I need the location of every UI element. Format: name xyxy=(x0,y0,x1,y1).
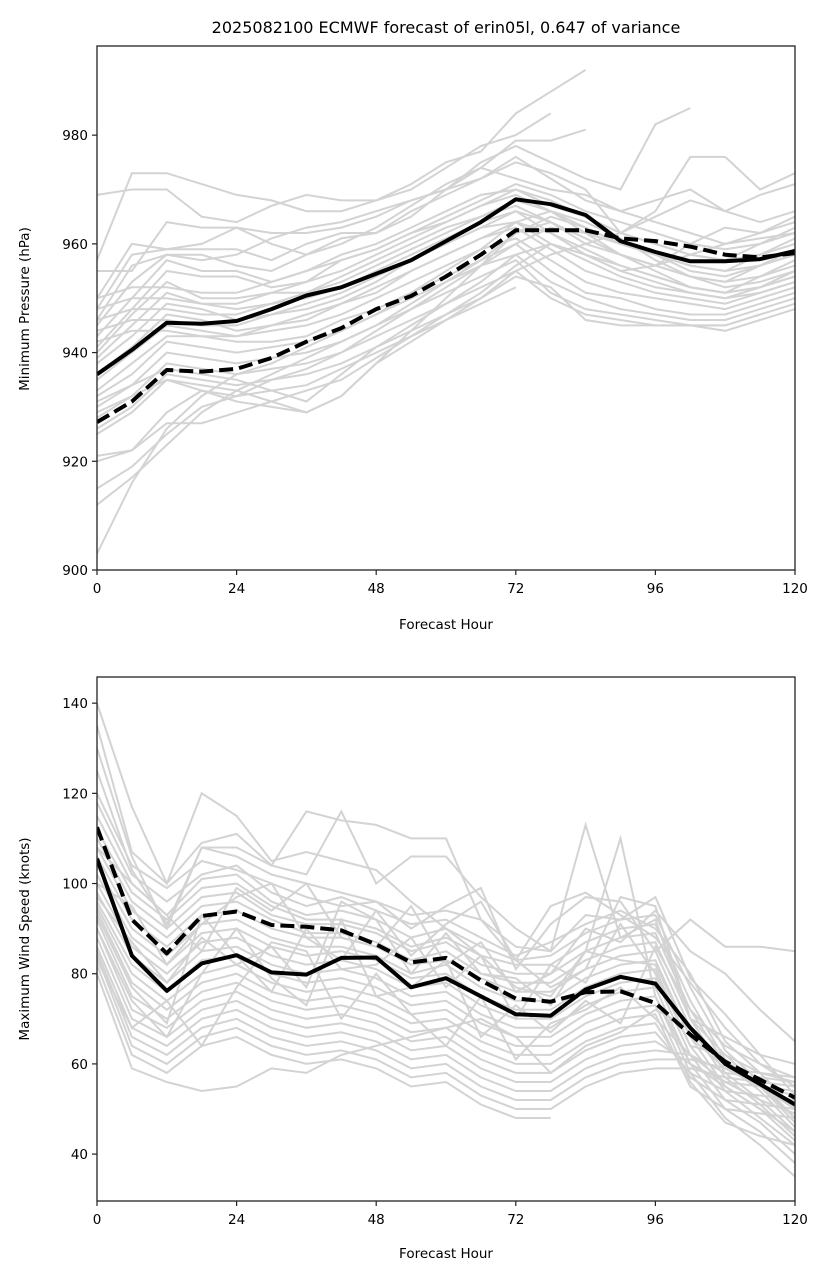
wind-x-tick-label: 72 xyxy=(507,1212,524,1228)
wind-ensemble-member-23 xyxy=(97,955,795,1110)
wind-ensemble-member-1 xyxy=(97,725,795,1088)
wind-y-tick-label: 60 xyxy=(71,1057,88,1073)
wind-y-tick-label: 100 xyxy=(62,877,88,893)
wind-y-axis-label: Maximum Wind Speed (knots) xyxy=(17,837,33,1040)
pressure-x-tick-label: 96 xyxy=(647,581,664,597)
pressure-ensemble-member-2 xyxy=(97,128,586,272)
pressure-x-axis-label: Forecast Hour xyxy=(399,617,493,633)
pressure-ensemble-member-6 xyxy=(97,166,795,327)
wind-y-tick-label: 140 xyxy=(62,696,88,712)
wind-y-ticks: 40 60 80 100 120 140 xyxy=(62,696,97,1163)
wind-ensemble-member-9 xyxy=(97,847,795,1133)
pressure-y-tick-label: 900 xyxy=(62,563,88,579)
wind-ensemble-member-31 xyxy=(97,941,795,1115)
pressure-x-tick-label: 0 xyxy=(93,581,102,597)
pressure-series-lines xyxy=(97,197,795,424)
wind-x-tick-label: 24 xyxy=(228,1212,245,1228)
pressure-dashed-line xyxy=(97,228,795,424)
pressure-ensemble-member-3 xyxy=(97,155,795,299)
pressure-x-ticks: 0 24 48 72 96 120 xyxy=(93,570,808,597)
pressure-axes xyxy=(96,45,796,571)
wind-x-tick-label: 96 xyxy=(647,1212,664,1228)
wind-dashed-line xyxy=(97,826,795,1100)
pressure-ensemble-member-20 xyxy=(97,199,795,457)
pressure-ensemble-member-18 xyxy=(97,275,761,430)
pressure-x-tick-label: 24 xyxy=(228,581,245,597)
pressure-x-tick-label: 48 xyxy=(368,581,385,597)
wind-x-ticks: 0 24 48 72 96 120 xyxy=(93,1201,808,1228)
wind-x-axis-label: Forecast Hour xyxy=(399,1246,493,1262)
wind-ensemble-member-17 xyxy=(97,910,795,1119)
pressure-ensemble-member-31 xyxy=(97,221,795,414)
wind-ensemble-member-7 xyxy=(97,828,795,1124)
wind-y-tick-label: 40 xyxy=(71,1147,88,1163)
wind-axes-frame xyxy=(96,676,796,1202)
pressure-ensemble-member-24 xyxy=(97,210,795,555)
wind-x-tick-label: 120 xyxy=(782,1212,808,1228)
wind-x-tick-label: 0 xyxy=(93,1212,102,1228)
pressure-ensemble-member-16 xyxy=(97,259,795,408)
figure-title: 2025082100 ECMWF forecast of erin05l, 0.… xyxy=(212,18,681,37)
pressure-ensemble-member-29 xyxy=(97,221,795,343)
wind-panel: 0 24 48 72 96 120 40 60 80 100 120 140 Forecast Ho… xyxy=(17,676,808,1262)
wind-axes xyxy=(96,676,796,1202)
wind-ensemble-member-4 xyxy=(97,792,795,1097)
wind-y-tick-label: 80 xyxy=(71,967,88,983)
pressure-panel: 0 24 48 72 96 120 900 920 940 960 980 Forecast Ho… xyxy=(17,45,808,633)
pressure-ensemble-member-4 xyxy=(97,107,691,310)
wind-ensemble-member-14 xyxy=(97,892,795,1164)
wind-ensemble-member-5 xyxy=(97,801,795,1110)
wind-ensemble-member-3 xyxy=(97,770,795,972)
wind-ensemble-member-6 xyxy=(97,815,795,1119)
pressure-axes-frame xyxy=(96,45,796,571)
pressure-y-ticks: 900 920 940 960 980 xyxy=(62,128,97,579)
pressure-y-axis-label: Minimum Pressure (hPa) xyxy=(17,227,33,391)
pressure-ensemble-member-23 xyxy=(97,215,795,506)
wind-series-lines xyxy=(97,826,795,1107)
pressure-y-tick-label: 960 xyxy=(62,237,88,253)
pressure-ensemble-member-30 xyxy=(97,242,795,403)
pressure-ensemble-member-26 xyxy=(97,188,795,311)
pressure-y-tick-label: 980 xyxy=(62,128,88,144)
pressure-y-tick-label: 940 xyxy=(62,346,88,362)
wind-x-tick-label: 48 xyxy=(368,1212,385,1228)
wind-y-tick-label: 120 xyxy=(62,786,88,802)
pressure-ensemble-member-1 xyxy=(97,112,552,261)
pressure-x-tick-label: 120 xyxy=(782,581,808,597)
pressure-ensemble-member-28 xyxy=(97,210,795,332)
wind-ensemble-member-21 xyxy=(97,946,795,1092)
pressure-solid-line xyxy=(97,197,795,376)
pressure-ensemble-member-0 xyxy=(97,69,587,224)
pressure-y-tick-label: 920 xyxy=(62,454,88,470)
wind-ensemble-member-24 xyxy=(97,964,551,1119)
pressure-ensemble-member-13 xyxy=(97,237,795,381)
pressure-ensemble-member-27 xyxy=(97,199,795,321)
wind-solid-line xyxy=(97,858,795,1107)
wind-ensemble-member-13 xyxy=(97,883,795,1155)
pressure-x-tick-label: 72 xyxy=(507,581,524,597)
pressure-ensemble-member-25 xyxy=(97,183,795,300)
